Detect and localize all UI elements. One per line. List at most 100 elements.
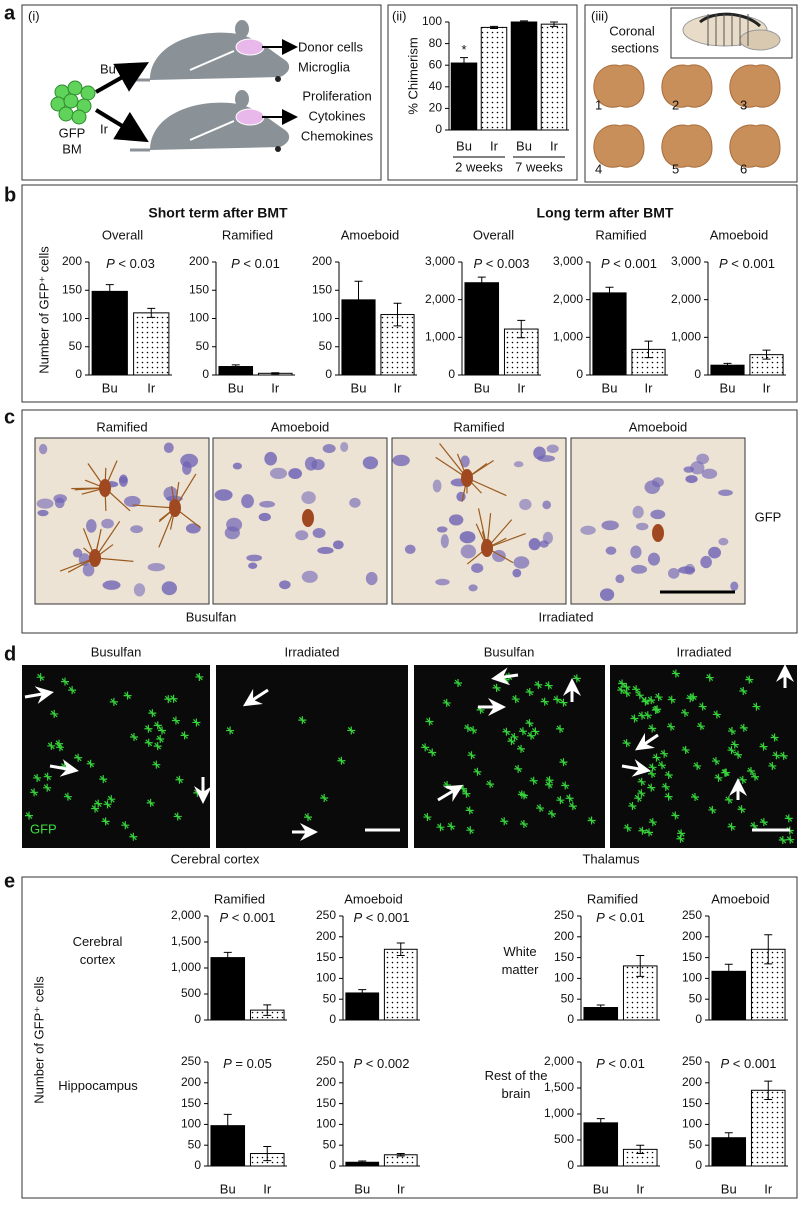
p-value: P < 0.01 — [596, 1056, 645, 1071]
nucleus — [718, 489, 733, 496]
y-tick-label: 0 — [202, 367, 209, 381]
p-value: P = 0.05 — [223, 1056, 272, 1071]
nucleus — [304, 456, 318, 471]
y-tick-label: 200 — [682, 1075, 702, 1089]
cell-process — [466, 477, 507, 497]
nucleus — [685, 475, 698, 484]
nucleus — [102, 580, 121, 590]
bar — [450, 62, 478, 131]
gfp-cell — [645, 828, 654, 837]
y-tick-label: 500 — [554, 1132, 574, 1146]
gfp-cell — [226, 726, 235, 735]
gfp-cell — [759, 818, 768, 827]
region-label: Thalamus — [582, 851, 640, 866]
nucleus — [86, 519, 97, 533]
nucleus — [615, 574, 625, 584]
nucleus — [36, 498, 54, 509]
gfp-cell — [347, 726, 356, 735]
y-tick-label: 0 — [194, 1012, 201, 1026]
y-tick-label: 250 — [682, 908, 702, 922]
y-tick-label: 500 — [181, 986, 201, 1000]
nucleus — [259, 500, 276, 508]
gfp-cell — [647, 696, 656, 705]
panel-frame — [21, 876, 798, 1199]
image-title: Amoeboid — [271, 419, 330, 434]
output-label: Cytokines — [308, 108, 366, 123]
gfp-cell — [677, 829, 686, 838]
stain-label: GFP — [755, 509, 782, 524]
nucleus — [632, 505, 644, 519]
chart-title: Overall — [473, 227, 514, 242]
brain-section — [661, 124, 713, 168]
gfp-cell — [727, 727, 736, 736]
nucleus — [542, 500, 552, 510]
gfp-cell — [689, 692, 698, 701]
panel-frame — [387, 4, 578, 181]
y-tick-label: 200 — [554, 929, 574, 943]
nucleus — [264, 451, 277, 466]
error-bar — [223, 1113, 232, 1138]
nucleus — [650, 509, 666, 520]
y-axis-label: Number of GFP⁺ cells — [31, 976, 46, 1104]
gfp-cell — [486, 780, 495, 789]
y-tick-label: 50 — [323, 991, 337, 1005]
error-bar — [724, 963, 733, 979]
y-tick-label: 100 — [312, 311, 332, 325]
x-tick-label: Ir — [263, 1181, 272, 1196]
bar — [464, 282, 500, 376]
y-tick-label: 200 — [312, 254, 332, 268]
nucleus — [133, 583, 146, 597]
nucleus — [322, 444, 336, 454]
gfp-cell — [559, 758, 568, 767]
error-bar — [596, 1004, 605, 1011]
route-label: Bu — [100, 61, 116, 76]
y-axis-label: Number of GFP⁺ cells — [36, 246, 51, 374]
panel-frame — [21, 409, 798, 634]
gfp-cell — [303, 813, 312, 822]
section-number: 1 — [595, 97, 602, 112]
nucleus — [460, 455, 470, 468]
gfp-cell — [173, 812, 182, 821]
nucleus — [295, 530, 309, 541]
error-bar — [724, 1132, 733, 1144]
gfp-cell — [637, 777, 646, 786]
brain-section — [729, 64, 781, 108]
gfp-cell — [192, 718, 201, 727]
condition-label: Busulfan — [186, 609, 237, 624]
x-tick-label: Bu — [102, 380, 118, 395]
gfp-cell — [43, 783, 52, 792]
y-tick-label: 0 — [329, 1012, 336, 1026]
gfp-cell — [648, 818, 657, 827]
y-tick-label: 0 — [567, 1158, 574, 1172]
y-tick-label: 200 — [316, 1075, 336, 1089]
error-bar — [477, 276, 486, 289]
row-label: Hippocampus — [58, 1078, 138, 1093]
y-tick-label: 80 — [429, 36, 443, 50]
gfp-cell — [540, 697, 549, 706]
nucleus — [580, 525, 596, 535]
condition-label: Irradiated — [539, 609, 594, 624]
row-label: Rest of the brain — [484, 1068, 548, 1101]
y-tick-label: 2,000 — [544, 1054, 574, 1068]
image-title: Amoeboid — [629, 419, 688, 434]
bar — [133, 312, 170, 376]
nucleus — [312, 528, 326, 539]
cell-body — [481, 539, 493, 557]
gfp-cell — [36, 673, 45, 682]
arrow — [94, 108, 149, 143]
gfp-cell — [730, 740, 739, 749]
cell-process — [94, 557, 134, 562]
y-tick-label: 150 — [682, 1096, 702, 1110]
error-bar — [358, 1160, 367, 1164]
nucleus — [246, 554, 263, 562]
y-tick-label: 1,000 — [544, 1106, 574, 1120]
nucleus — [38, 443, 48, 455]
y-tick-label: 100 — [682, 1117, 702, 1131]
gfp-cell — [123, 691, 132, 700]
error-bar — [723, 362, 732, 368]
nucleus — [288, 468, 303, 480]
section-number: 4 — [595, 161, 602, 176]
gfp-cell — [587, 816, 596, 825]
y-tick-label: 0 — [694, 367, 701, 381]
